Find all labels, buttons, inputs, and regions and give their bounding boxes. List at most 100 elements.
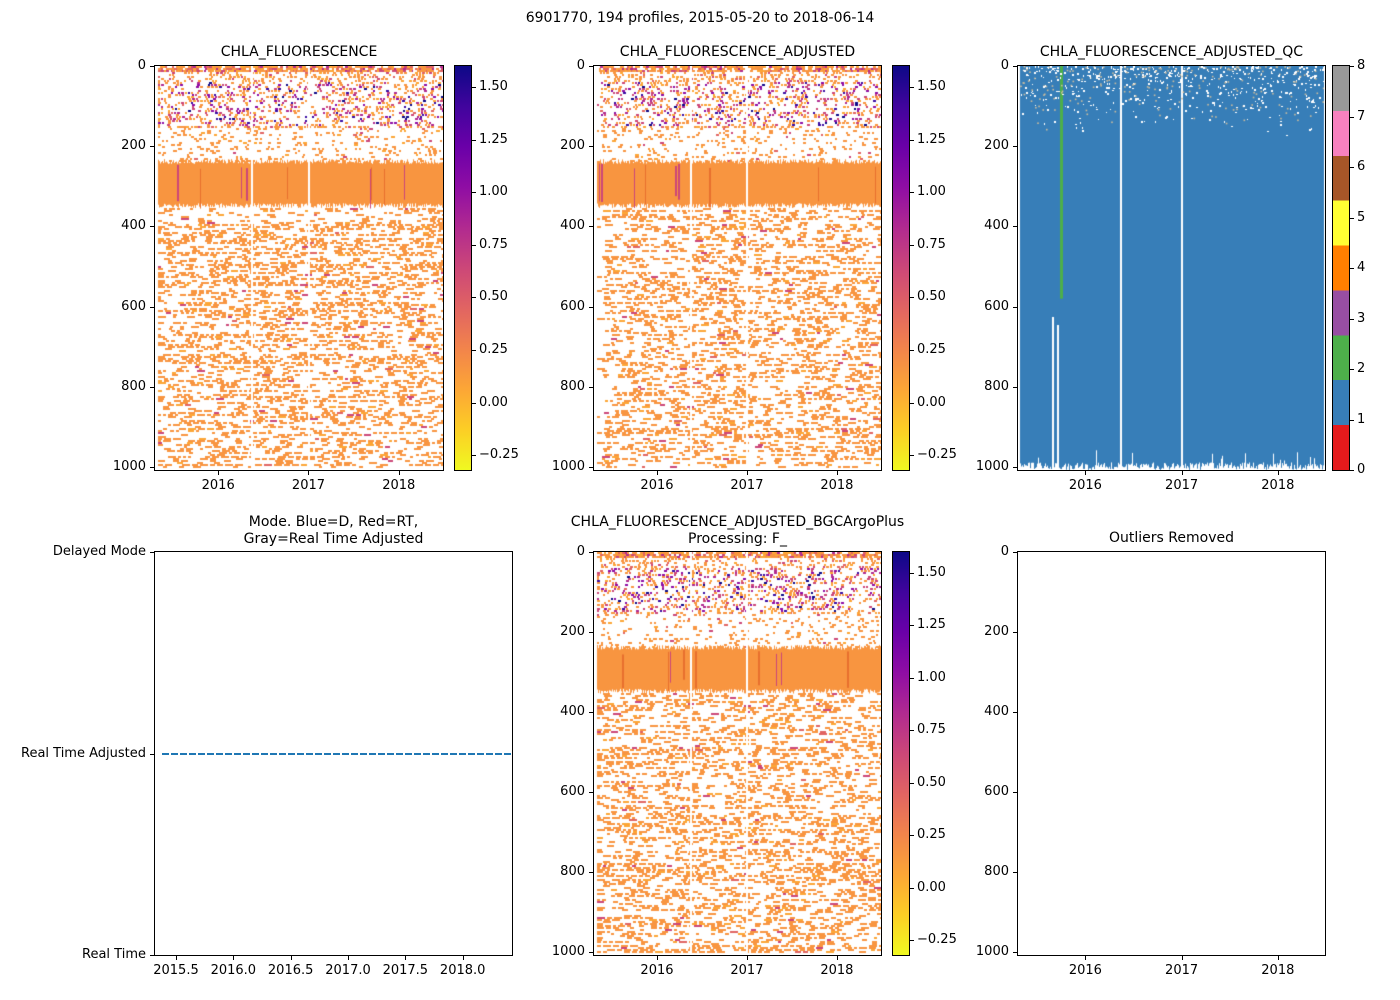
y-tick-label: 200 [984,624,1009,640]
chla-fluorescence-adjusted-qc-colorbar [1332,65,1350,471]
y-tick-label: Delayed Mode [52,544,146,559]
colorbar-tick-mark [1350,66,1354,67]
colorbar-tick-label: 2 [1357,361,1366,376]
y-tick-mark [589,306,593,308]
y-tick-mark [1013,146,1017,148]
subplot-title-mode-line2: Gray=Real Time Adjusted [243,531,424,547]
colorbar-tick-mark [910,677,914,679]
x-tick-mark [290,956,292,960]
colorbar-tick-label: 1.00 [917,669,946,685]
colorbar-tick-mark [910,572,914,574]
colorbar-tick-mark [472,455,476,457]
y-tick-label: 1000 [551,459,585,475]
x-tick-mark [175,956,177,960]
x-tick-label: 2016 [201,478,235,493]
colorbar-tick-label: 0.25 [917,827,946,843]
x-tick-mark [1085,956,1087,960]
colorbar-tick-label: −0.25 [917,447,957,463]
x-tick-mark [348,956,349,960]
x-tick-label: 2017 [730,963,764,978]
plot-area-chla-fluorescence-adjusted [593,65,882,471]
colorbar-tick-mark [472,297,476,299]
y-tick-mark [589,872,593,874]
colorbar-tick-label: 1 [1357,411,1366,427]
x-tick-label: 2017 [291,478,326,493]
colorbar-tick-label: 1.00 [479,184,508,200]
y-tick-mark [1013,386,1017,388]
colorbar-tick-label: 1.25 [917,617,946,633]
y-tick-label: Real Time [82,947,146,962]
x-tick-label: 2017 [1165,478,1199,493]
colorbar-tick-mark [910,625,914,627]
colorbar-tick-label: 0.00 [917,394,946,410]
y-tick-label: 0 [137,58,146,73]
colorbar-tick-mark [1350,470,1354,471]
x-tick-label: 2018 [820,478,854,493]
plot-area-chla-fluorescence [154,65,444,471]
y-tick-label: 600 [560,784,585,800]
colorbar-tick-mark [910,87,914,89]
y-tick-mark [1013,66,1017,67]
y-tick-mark [589,712,593,714]
colorbar-tick-mark [472,402,476,404]
colorbar-tick-mark [1350,167,1354,168]
y-tick-mark [589,952,593,954]
colorbar-tick-label: −0.25 [479,447,519,463]
y-tick-mark [589,66,593,67]
colorbar-tick-mark [910,297,914,299]
colorbar-tick-label: 0.75 [917,722,946,738]
y-tick-label: 400 [984,704,1009,720]
figure-title: 6901770, 194 profiles, 2015-05-20 to 201… [525,10,875,26]
colorbar-tick-label: 0.00 [917,879,946,895]
x-tick-label: 2015.5 [153,963,199,978]
colorbar-tick-label: 0.50 [917,289,946,305]
x-tick-label: 2016 [640,963,674,978]
x-tick-mark [1181,471,1183,475]
colorbar-tick-label: 1.25 [917,131,946,147]
colorbar-tick-label: 7 [1357,108,1366,124]
chla-fluorescence-colorbar [454,65,472,471]
colorbar-tick-label: 0.00 [479,394,508,410]
colorbar-tick-label: 3 [1357,310,1366,326]
x-tick-label: 2016.0 [210,963,257,978]
y-tick-label: 800 [560,378,585,394]
y-tick-label: 200 [560,138,585,154]
subplot-title-chla-fluorescence-adjusted-qc: CHLA_FLUORESCENCE_ADJUSTED_QC [1039,44,1304,60]
subplot-title-chla-fluorescence-adjusted: CHLA_FLUORESCENCE_ADJUSTED [619,44,856,60]
subplot-title-bgcargoplus-line1: CHLA_FLUORESCENCE_ADJUSTED_BGCArgoPlus [570,514,905,530]
colorbar-tick-label: 0 [1357,462,1366,477]
x-tick-label: 2017.5 [382,963,429,978]
subplot-title-chla-fluorescence: CHLA_FLUORESCENCE [220,44,378,60]
y-tick-label: 600 [560,298,585,314]
colorbar-tick-label: 1.50 [917,79,946,95]
x-tick-mark [308,471,310,475]
y-tick-mark [589,552,593,553]
y-tick-mark [150,753,154,755]
x-tick-mark [1085,471,1087,475]
y-tick-mark [1013,226,1017,228]
y-tick-mark [150,386,154,388]
x-tick-mark [836,471,838,475]
colorbar-tick-label: 0.25 [917,342,946,358]
x-tick-label: 2018 [382,478,416,493]
y-tick-label: 200 [121,138,146,154]
x-tick-label: 2017 [730,478,764,493]
y-tick-mark [150,552,154,553]
y-tick-label: 200 [560,624,585,640]
colorbar-tick-mark [1350,217,1354,219]
y-tick-label: 800 [560,864,585,880]
y-tick-label: 0 [1000,544,1009,559]
y-tick-mark [1013,712,1017,714]
subplot-title-outliers-removed: Outliers Removed [1109,530,1234,546]
y-tick-label: 1000 [551,944,585,960]
y-tick-label: 800 [984,378,1009,394]
x-tick-label: 2018 [820,963,854,978]
colorbar-tick-label: 1.00 [917,184,946,200]
x-tick-label: 2018 [1261,963,1295,978]
y-tick-mark [150,306,154,308]
colorbar-tick-mark [910,887,914,889]
colorbar-tick-mark [472,139,476,141]
y-tick-label: 600 [984,784,1009,800]
colorbar-tick-label: 0.50 [479,289,508,305]
